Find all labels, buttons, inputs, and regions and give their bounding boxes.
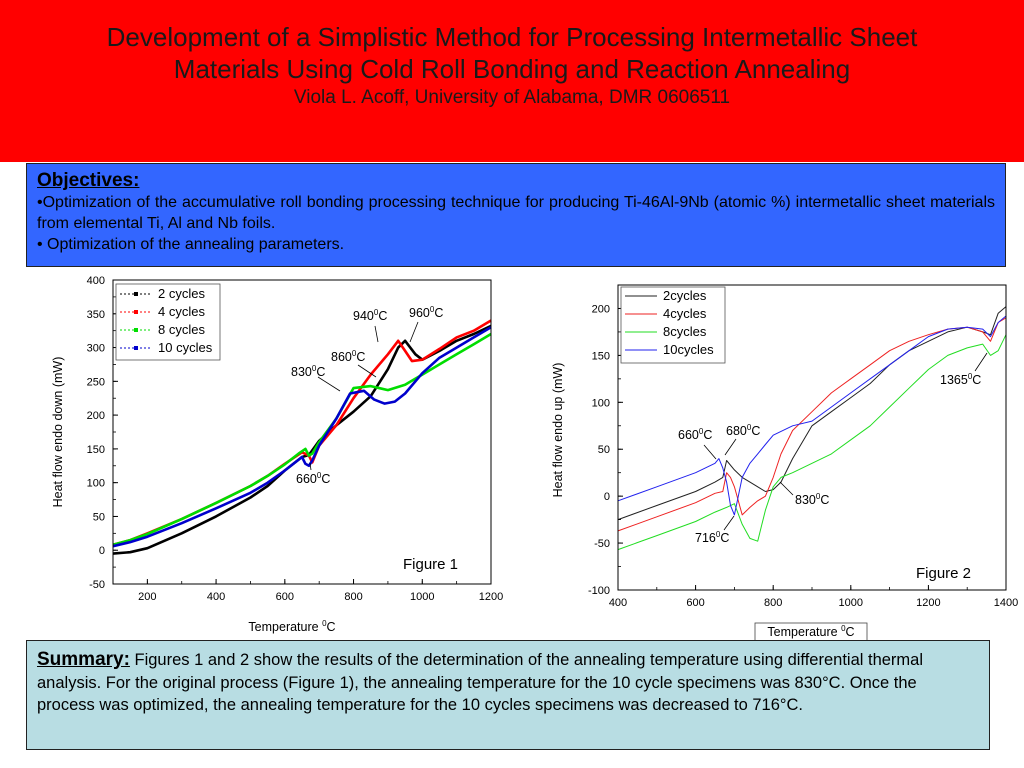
summary-heading: Summary: <box>37 649 130 670</box>
y-tick-label: 150 <box>592 350 610 362</box>
annotation-860C: 8600C <box>331 349 365 364</box>
x-axis-label: Temperature 0C <box>248 619 335 634</box>
objective-bullet-2: • Optimization of the annealing paramete… <box>37 236 345 253</box>
y-axis-label: Heat flow endo up (mW) <box>551 363 565 498</box>
plot-frame <box>617 284 1007 591</box>
annotations: 9400C 9600C 8600C 8300C 6600C <box>291 305 443 486</box>
legend-label: 4cycles <box>663 306 707 321</box>
y-tick-label: 0 <box>99 545 105 557</box>
y-tick-label: 350 <box>87 309 105 321</box>
legend-label: 8 cycles <box>158 322 205 337</box>
figure-2-caption: Figure 2 <box>916 565 971 582</box>
y-tick-label: 400 <box>87 275 105 287</box>
svg-text:Temperature 0C: Temperature 0C <box>767 624 854 639</box>
legend-marker <box>134 292 138 296</box>
figure-2-chart: 400 600 800 1000 1200 1400 -100 -50 0 50 100 150 200… <box>551 284 1018 642</box>
legend-label: 10 cycles <box>158 340 213 355</box>
y-tick-label: -100 <box>588 585 610 597</box>
series-line-10-cycles <box>112 326 492 548</box>
annotation-830C: 8300C <box>291 364 325 379</box>
author-line: Viola L. Acoff, University of Alabama, D… <box>293 87 731 108</box>
y-tick-label: 50 <box>598 444 610 456</box>
plot-frame <box>112 279 492 585</box>
series-line-8cycles <box>617 334 1007 551</box>
legend-marker <box>134 310 138 314</box>
y-tick-label: 200 <box>592 303 610 315</box>
objectives-box: Objectives: •Optimization of the accumul… <box>26 163 1006 267</box>
legend: 2cycles 4cycles 8cycles 10cycles <box>620 286 726 364</box>
annotation-660C: 6600C <box>678 427 712 442</box>
annotation-830C: 8300C <box>795 492 829 507</box>
x-tick-label: 200 <box>138 591 156 603</box>
legend-label: 10cycles <box>663 342 714 357</box>
legend-marker <box>134 346 138 350</box>
x-tick-label: 400 <box>609 597 627 609</box>
x-tick-label: 400 <box>207 591 225 603</box>
y-tick-label: 300 <box>87 343 105 355</box>
legend-label: 8cycles <box>663 324 707 339</box>
y-tick-label: 0 <box>604 491 610 503</box>
y-tick-label: 250 <box>87 376 105 388</box>
y-tick-label: 50 <box>93 511 105 523</box>
legend-label: 2cycles <box>663 288 707 303</box>
series-line-8-cycles <box>112 332 492 547</box>
x-tick-label: 800 <box>344 591 362 603</box>
legend-marker <box>134 328 138 332</box>
objective-bullet-1: •Optimization of the accumulative roll b… <box>37 194 995 232</box>
x-axis-label: Temperature 0C <box>754 622 868 642</box>
y-tick-label: 100 <box>592 397 610 409</box>
title-line-1: Development of a Simplistic Method for P… <box>106 22 918 52</box>
y-axis-label: Heat flow endo down (mW) <box>51 357 65 508</box>
x-tick-label: 1000 <box>839 597 863 609</box>
summary-text: Figures 1 and 2 show the results of the … <box>37 651 924 714</box>
x-tick-label: 1000 <box>410 591 434 603</box>
y-tick-label: 200 <box>87 410 105 422</box>
annotation-1365C: 13650C <box>940 372 981 387</box>
y-tick-label: 150 <box>87 444 105 456</box>
x-tick-label: 1200 <box>916 597 940 609</box>
legend: 2 cycles 4 cycles 8 cycles 10 cycles <box>115 283 221 361</box>
objectives-heading: Objectives: <box>37 170 140 191</box>
annotation-960C: 9600C <box>409 305 443 320</box>
summary-box: Summary: Figures 1 and 2 show the result… <box>26 640 990 750</box>
y-tick-label: -50 <box>594 538 610 550</box>
annotation-716C: 7160C <box>695 530 729 545</box>
legend-label: 2 cycles <box>158 286 205 301</box>
annotation-940C: 9400C <box>353 308 387 323</box>
figure-1-chart: 200 400 600 800 1000 1200 -50 0 50 100 150 200 250 30… <box>51 275 503 634</box>
header-banner: Development of a Simplistic Method for P… <box>0 0 1024 162</box>
title-line-2: Materials Using Cold Roll Bonding and Re… <box>173 54 851 84</box>
x-tick-label: 600 <box>276 591 294 603</box>
x-tick-label: 1200 <box>479 591 503 603</box>
figure-1-caption: Figure 1 <box>403 556 458 573</box>
x-tick-label: 800 <box>764 597 782 609</box>
x-tick-label: 600 <box>686 597 704 609</box>
y-tick-label: -50 <box>89 579 105 591</box>
annotation-680C: 6800C <box>726 423 760 438</box>
x-tick-label: 1400 <box>994 597 1018 609</box>
legend-label: 4 cycles <box>158 304 205 319</box>
annotations: 6600C 6800C 13650C 8300C 7160C <box>678 352 988 545</box>
series-line-10cycles <box>617 315 1007 516</box>
annotation-660C: 6600C <box>296 471 330 486</box>
y-tick-label: 100 <box>87 478 105 490</box>
